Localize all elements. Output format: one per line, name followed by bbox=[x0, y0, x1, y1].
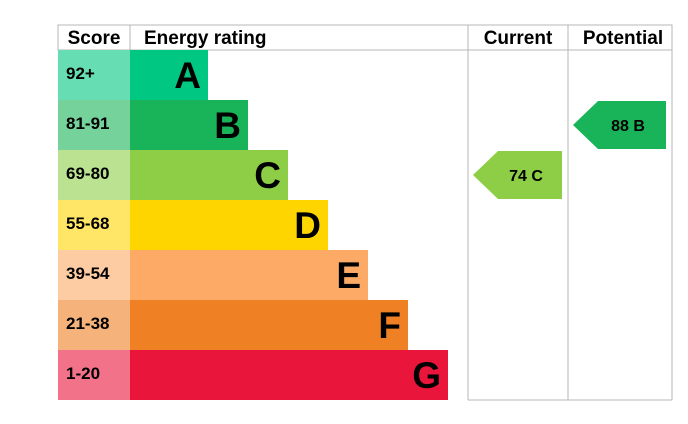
header-row: Score Energy rating Current Potential bbox=[57, 24, 673, 51]
band-letter-c: C bbox=[254, 155, 281, 196]
current-header: Current bbox=[484, 28, 553, 49]
score-cell-d bbox=[58, 200, 130, 250]
score-cell-a bbox=[58, 50, 130, 100]
band-bar-d bbox=[130, 200, 328, 250]
score-label-d: 55-68 bbox=[66, 214, 109, 233]
band-letter-a: A bbox=[174, 55, 201, 96]
band-letter-e: E bbox=[336, 255, 361, 296]
score-header: Score bbox=[68, 28, 121, 49]
score-label-b: 81-91 bbox=[66, 114, 109, 133]
potential-arrow bbox=[573, 101, 666, 149]
score-label-f: 21-38 bbox=[66, 314, 109, 333]
score-cell-e bbox=[58, 250, 130, 300]
band-letter-f: F bbox=[378, 305, 401, 346]
rating-bands: 92+ A 81-91 B 69-80 C 55-68 D 39-54 E 21-38 F 1-20 G bbox=[58, 50, 448, 400]
score-cell-g bbox=[58, 350, 130, 400]
band-bar-b bbox=[130, 100, 248, 150]
score-label-e: 39-54 bbox=[66, 264, 110, 283]
band-letter-b: B bbox=[214, 105, 241, 146]
score-cell-f bbox=[58, 300, 130, 350]
potential-header: Potential bbox=[583, 28, 663, 49]
energy-rating-header: Energy rating bbox=[144, 28, 266, 49]
score-label-c: 69-80 bbox=[66, 164, 109, 183]
band-letter-g: G bbox=[412, 355, 441, 396]
current-rating-label: 74 C bbox=[509, 168, 543, 185]
band-letter-d: D bbox=[294, 205, 321, 246]
band-bar-c bbox=[130, 150, 288, 200]
score-cell-c bbox=[58, 150, 130, 200]
band-bar-g bbox=[130, 350, 448, 400]
current-arrow bbox=[473, 151, 562, 199]
score-label-a: 92+ bbox=[66, 64, 95, 83]
column-frame bbox=[467, 50, 673, 401]
band-bar-a bbox=[130, 50, 208, 100]
band-bar-e bbox=[130, 250, 368, 300]
band-bar-f bbox=[130, 300, 408, 350]
potential-rating-label: 88 B bbox=[611, 118, 645, 135]
rating-arrows: 74 C 88 B bbox=[473, 101, 666, 199]
score-cell-b bbox=[58, 100, 130, 150]
score-label-g: 1-20 bbox=[66, 364, 100, 383]
